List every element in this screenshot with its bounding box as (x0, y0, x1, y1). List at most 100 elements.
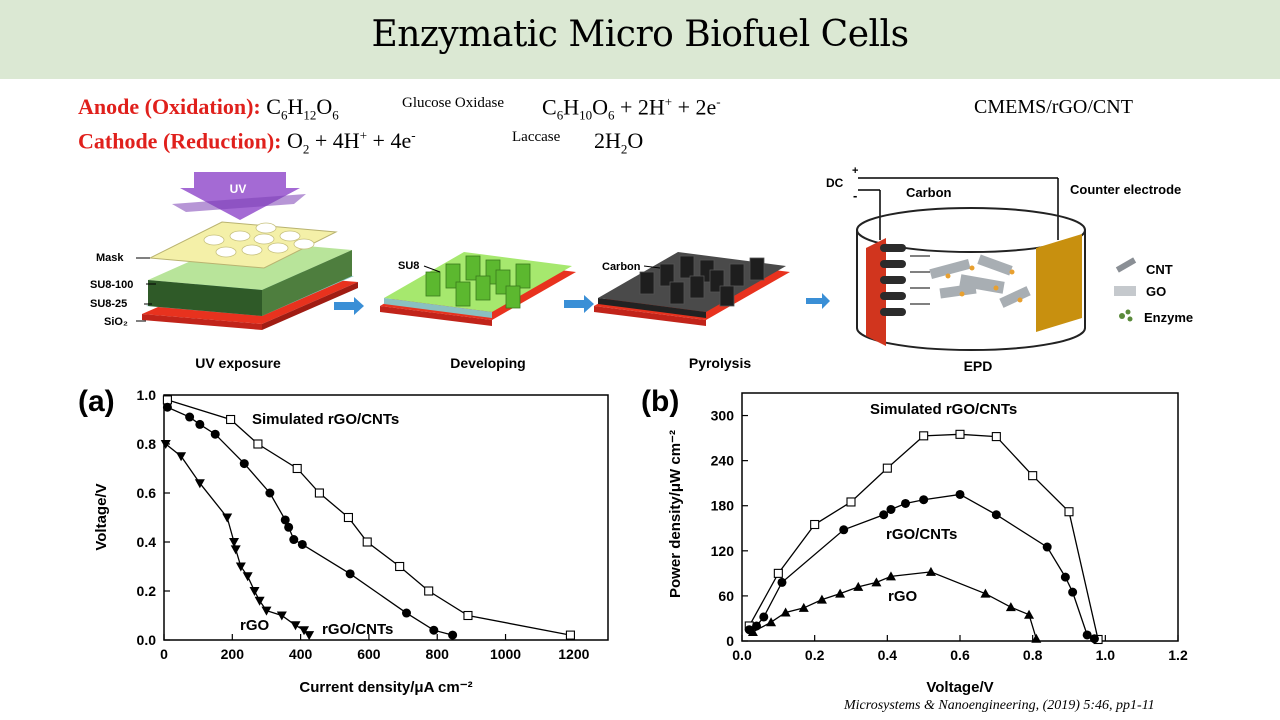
process-arrow (564, 295, 594, 313)
data-point (343, 512, 353, 523)
uv-arrow (180, 172, 300, 220)
y-tick-label: 120 (711, 543, 735, 559)
data-point (176, 452, 187, 462)
step-caption: Pyrolysis (689, 355, 751, 371)
data-point (253, 439, 263, 449)
carbon-pillars (639, 255, 765, 307)
series-line (752, 571, 1037, 639)
x-axis-label: Voltage/V (926, 679, 993, 696)
data-point (991, 432, 1001, 442)
anode-equation: Anode (Oxidation): C6H12O6 (78, 94, 339, 123)
epd-carbon-label: Carbon (906, 185, 952, 200)
data-point (882, 463, 892, 473)
y-tick-label: 0.0 (137, 632, 157, 648)
uv-label: UV (230, 182, 247, 196)
data-point (424, 586, 434, 596)
data-point (955, 489, 965, 499)
chart-voltage-vs-current: 0 200 400 600 800 1000 12000.00.20.40.60.81.0 … (93, 387, 609, 696)
data-point (853, 581, 864, 591)
series-label: Simulated rGO/CNTs (870, 401, 1017, 418)
legend-cnt: CNT (1146, 262, 1173, 277)
data-point (226, 414, 236, 425)
y-axis-label: Voltage/V (93, 483, 110, 550)
data-point (1060, 572, 1070, 582)
process-arrow (334, 297, 364, 315)
data-point (280, 515, 290, 525)
layer-label: Mask (96, 252, 124, 264)
data-point (261, 606, 272, 616)
data-point (276, 611, 287, 621)
data-point (401, 608, 411, 618)
anode-product: C6H10O6 + 2H+ + 2e- (542, 94, 721, 123)
data-point (1031, 633, 1042, 643)
x-tick-label: 0 (160, 646, 168, 662)
go-icon (1114, 286, 1136, 296)
anode-reactant: C6H12O6 (266, 94, 339, 123)
data-point (901, 498, 910, 508)
step-caption: Developing (450, 355, 525, 371)
data-point (816, 594, 827, 604)
data-point (885, 571, 896, 581)
data-point (980, 588, 991, 598)
data-point (810, 519, 820, 530)
data-point (565, 630, 575, 640)
epd-carbon-electrode (880, 244, 906, 316)
panel-a-label: (a) (78, 385, 115, 418)
series-label: rGO/CNTs (322, 621, 393, 638)
x-tick-label: 600 (357, 646, 381, 662)
data-point (1042, 542, 1052, 552)
data-point (780, 607, 791, 617)
slide-title: Enzymatic Micro Biofuel Cells (371, 14, 909, 55)
x-tick-label: 1000 (490, 646, 521, 662)
y-tick-label: 0.4 (137, 534, 157, 550)
data-point (991, 510, 1001, 520)
y-tick-label: 0 (726, 633, 734, 649)
data-point (290, 621, 301, 631)
x-tick-label: 200 (221, 646, 245, 662)
cathode-label: Cathode (Reduction): (78, 128, 282, 154)
y-tick-label: 0.2 (137, 583, 157, 599)
data-point (1082, 630, 1092, 640)
data-point (925, 566, 936, 576)
fabrication-diagram: UV Mask SU8-100 SU8-25 SiO₂ SU8 (90, 165, 1193, 374)
anode-label: Anode (Oxidation): (78, 94, 261, 119)
data-point (160, 440, 171, 449)
data-point (162, 395, 172, 405)
chart-power-vs-voltage: 0.0 0.2 0.4 0.6 0.8 1.0 1.2 0 60 120 180 240 300 Vol… (667, 392, 1188, 696)
su8-label: SU8 (398, 260, 419, 272)
data-point (747, 626, 758, 636)
su8-pillars (425, 255, 531, 309)
data-point (839, 525, 849, 535)
data-point (284, 522, 294, 532)
data-point (798, 602, 809, 612)
data-point (1024, 609, 1035, 619)
data-point (955, 429, 965, 439)
data-point (242, 572, 253, 582)
x-tick-label: 400 (289, 646, 313, 662)
x-tick-label: 1.0 (1096, 647, 1116, 663)
data-point (229, 538, 240, 547)
dc-label: DC (826, 176, 844, 190)
data-point (773, 568, 783, 578)
cathode-equation: Cathode (Reduction): O2 + 4H+ + 4e- (78, 128, 416, 158)
data-point (777, 577, 787, 587)
data-point (395, 561, 405, 572)
x-axis-label: Current density/μA cm⁻² (299, 679, 472, 696)
counter-electrode-label: Counter electrode (1070, 182, 1181, 197)
process-arrow (806, 293, 830, 309)
data-point (463, 610, 473, 621)
x-tick-label: 0.6 (950, 647, 970, 663)
svg-text:-: - (853, 188, 857, 203)
data-point (879, 510, 889, 520)
data-point (185, 412, 195, 422)
layer-label: SiO₂ (104, 316, 128, 328)
y-tick-label: 240 (711, 453, 735, 469)
data-point (1005, 602, 1016, 612)
x-tick-label: 800 (426, 646, 450, 662)
data-point (1068, 587, 1078, 597)
y-tick-label: 300 (711, 408, 735, 424)
series-line (748, 493, 1095, 640)
series-label: rGO (240, 617, 270, 634)
data-point (254, 596, 265, 606)
series-label: rGO (888, 588, 918, 605)
